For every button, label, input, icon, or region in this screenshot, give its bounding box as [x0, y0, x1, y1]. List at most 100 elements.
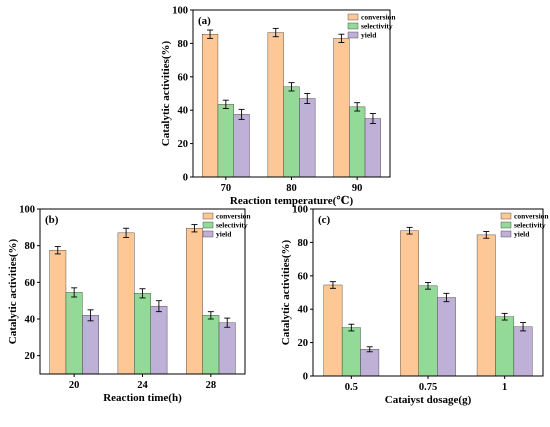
panel-1-error-bar-selectivity-90	[354, 102, 361, 112]
panel-3-y-tick-label-80: 80	[298, 238, 309, 249]
panel-2-error-bar-conversion-24	[123, 227, 130, 238]
panel-2-x-tick-label-28: 28	[206, 380, 217, 391]
panel-2-error-bar-selectivity-24	[139, 288, 146, 299]
panel-1-bar-conversion-80	[267, 32, 284, 178]
panel-2-bar-conversion-28	[186, 228, 203, 375]
panel-3-legend-label-yield: yield	[514, 230, 530, 239]
panel-1-bar-selectivity-80	[283, 86, 300, 178]
panel-2-x-tick-label-24: 24	[137, 380, 148, 391]
panel-3-error-bar-selectivity-1	[501, 312, 508, 321]
panel-1-y-tick-label-100: 100	[172, 6, 188, 17]
panel-2-y-tick-label-80: 80	[25, 241, 36, 252]
panel-3-bar-conversion-0.5	[323, 284, 343, 377]
panel-1-error-bar-conversion-90	[338, 33, 345, 44]
panel-3-bar-conversion-1	[476, 234, 496, 377]
panel-2-bar-selectivity-28	[202, 315, 220, 375]
panel-3-x-axis-label: Cataiyst dosage(g)	[385, 394, 472, 406]
panel-1-bar-conversion-70	[201, 34, 219, 178]
panel-2-bar-yield-20	[82, 315, 99, 375]
panel-1-legend-swatch-yield	[347, 31, 359, 39]
panel-2-bar-conversion-24	[117, 232, 135, 375]
panel-2-y-tick-label-40: 40	[25, 315, 36, 326]
panel-1-x-axis-label: Reaction temperature(℃)	[230, 195, 354, 207]
panel-3-error-bar-conversion-0.5	[329, 281, 336, 289]
panel-3-x-tick-label-0.5: 0.5	[345, 382, 358, 393]
chart-panel-3: 0 20 40 60 80 100 0.5 0.75 1 Cataiyst dosage(g) Ca…	[280, 205, 549, 407]
panel-1-y-tick-label-0: 0	[183, 173, 188, 184]
panel-1-error-bar-yield-90	[369, 113, 376, 125]
panel-1-error-bar-conversion-80	[272, 27, 279, 38]
panel-1-y-axis-label: Catalytic activities(%)	[160, 40, 172, 146]
panel-2-legend-label-selectivity: selectivity	[216, 221, 248, 230]
panel-1-error-bar-conversion-70	[207, 29, 214, 39]
panel-2-error-bar-yield-28	[224, 317, 231, 328]
panel-1-panel-label: (a)	[198, 15, 211, 27]
panel-1-bar-yield-80	[299, 98, 316, 178]
panel-3-legend-label-selectivity: selectivity	[514, 221, 546, 230]
panel-3-y-tick-label-100: 100	[292, 205, 308, 216]
panel-2-legend-label-conversion: conversion	[216, 212, 251, 221]
panel-2-legend-swatch-selectivity	[202, 221, 214, 229]
panel-2-legend-swatch-conversion	[202, 212, 214, 220]
panel-2-bar-conversion-20	[49, 250, 67, 375]
panel-2-error-bar-yield-24	[155, 300, 162, 313]
panel-3-bar-selectivity-0.5	[341, 327, 361, 377]
panel-2-bar-selectivity-20	[65, 292, 83, 375]
panel-1-legend-swatch-conversion	[347, 13, 359, 21]
panel-2-bar-yield-24	[150, 305, 168, 375]
panel-3-error-bar-selectivity-0.5	[348, 323, 355, 332]
panel-3-legend-swatch-yield	[500, 230, 512, 238]
panel-3-error-bar-yield-0.75	[443, 292, 450, 303]
panel-1-bar-yield-70	[233, 114, 250, 178]
panel-1-x-tick-label-80: 80	[286, 183, 297, 194]
panel-1-y-tick-label-80: 80	[178, 39, 189, 50]
panel-2-error-bar-conversion-20	[54, 246, 61, 255]
panel-1-y-tick-label-20: 20	[178, 139, 189, 150]
panel-3-bar-selectivity-1	[495, 316, 515, 377]
panel-2-y-axis-label: Catalytic activities(%)	[7, 238, 19, 344]
panel-1-bar-selectivity-90	[349, 106, 366, 178]
panel-1-x-tick-label-90: 90	[352, 183, 363, 194]
panel-3-y-axis-label: Catalytic activities(%)	[280, 239, 292, 345]
panel-3-legend-swatch-conversion	[500, 212, 512, 220]
panel-2-legend-label-yield: yield	[216, 230, 232, 239]
panel-3-bar-yield-1	[513, 326, 533, 377]
panel-3-error-bar-yield-1	[520, 322, 527, 332]
panel-3-y-tick-label-0: 0	[303, 372, 308, 383]
panel-3-error-bar-yield-0.5	[366, 346, 373, 353]
panel-3-bar-yield-0.5	[360, 349, 380, 377]
panel-3-y-tick-label-60: 60	[298, 271, 309, 282]
panel-3-y-tick-label-20: 20	[298, 338, 309, 349]
panel-3-error-bar-selectivity-0.75	[425, 282, 431, 290]
panel-2-panel-label: (b)	[45, 214, 59, 226]
panel-3-x-tick-label-0.75: 0.75	[419, 382, 437, 393]
panel-3-bar-selectivity-0.75	[418, 285, 438, 377]
panel-2-y-tick-label-20: 20	[25, 351, 36, 362]
panel-1-bar-yield-90	[364, 118, 382, 178]
panel-2-x-axis-label: Reaction time(h)	[103, 392, 182, 404]
panel-3-panel-label: (c)	[318, 214, 331, 226]
panel-1-bar-selectivity-70	[217, 104, 234, 178]
panel-2-bar-selectivity-24	[134, 293, 151, 375]
panel-1-bar-conversion-90	[333, 38, 350, 178]
panel-1-error-bar-selectivity-80	[288, 82, 295, 92]
panel-1-error-bar-selectivity-70	[222, 99, 229, 109]
panel-2-legend-swatch-yield	[202, 230, 214, 238]
panel-2-bar-yield-28	[218, 322, 236, 375]
panel-3-legend-swatch-selectivity	[500, 221, 512, 229]
panel-3-legend-label-conversion: conversion	[514, 212, 549, 221]
panel-1-y-tick-label-60: 60	[178, 72, 189, 83]
panel-2-error-bar-conversion-28	[191, 224, 198, 233]
panel-3-y-tick-label-40: 40	[298, 305, 309, 316]
panel-2-error-bar-selectivity-20	[71, 287, 78, 298]
panel-2-y-tick-label-100: 100	[19, 205, 35, 216]
panel-2-error-bar-yield-20	[87, 309, 94, 322]
panel-1-legend-label-yield: yield	[361, 31, 377, 40]
panel-3-error-bar-conversion-1	[483, 231, 490, 239]
panel-2-y-tick-label-60: 60	[25, 278, 36, 289]
panel-1-y-tick-label-40: 40	[178, 106, 189, 117]
